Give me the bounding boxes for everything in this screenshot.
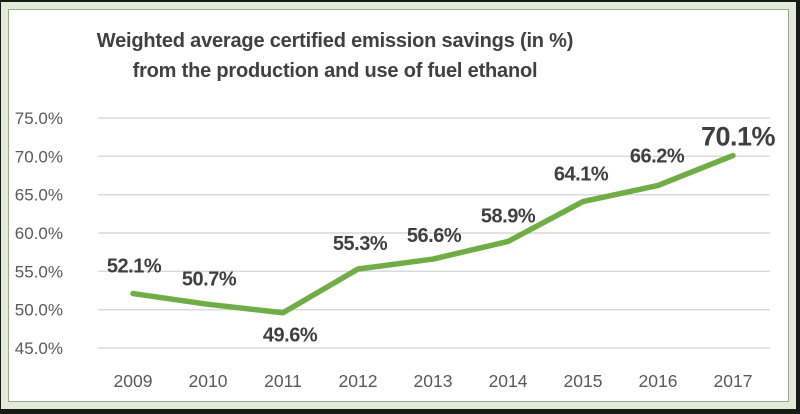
x-tick-label: 2012 xyxy=(339,371,378,391)
x-tick-label: 2014 xyxy=(489,371,528,391)
x-tick-label: 2011 xyxy=(264,371,302,391)
series-line xyxy=(130,152,736,316)
y-tick-label: 65.0% xyxy=(15,186,63,205)
chart-frame xyxy=(1,2,796,409)
y-tick-label: 45.0% xyxy=(15,339,63,358)
y-tick-label: 60.0% xyxy=(15,224,63,243)
x-tick-label: 2017 xyxy=(714,371,753,391)
data-label: 66.2% xyxy=(630,145,685,167)
x-tick-label: 2015 xyxy=(564,371,603,391)
chart-title-line2: from the production and use of fuel etha… xyxy=(132,60,538,82)
x-tick-label: 2013 xyxy=(414,371,453,391)
plot-surface xyxy=(8,9,789,402)
chart-title: Weighted average certified emission savi… xyxy=(10,26,660,86)
y-tick-label: 70.0% xyxy=(15,147,63,166)
data-label: 58.9% xyxy=(481,205,536,227)
data-label: 49.6% xyxy=(263,325,318,347)
data-label: 55.3% xyxy=(333,233,388,255)
y-tick-label: 55.0% xyxy=(15,262,63,281)
data-label: 70.1% xyxy=(701,122,776,152)
y-tick-label: 75.0% xyxy=(15,109,63,128)
data-label: 52.1% xyxy=(107,256,162,278)
chart-title-line1: Weighted average certified emission savi… xyxy=(96,30,574,52)
x-tick-label: 2016 xyxy=(639,371,678,391)
data-label: 56.6% xyxy=(407,225,462,247)
data-label: 50.7% xyxy=(182,268,237,290)
y-tick-label: 50.0% xyxy=(15,301,63,320)
data-label: 64.1% xyxy=(554,164,609,186)
x-tick-label: 2010 xyxy=(189,371,228,391)
x-tick-label: 2009 xyxy=(114,371,153,391)
